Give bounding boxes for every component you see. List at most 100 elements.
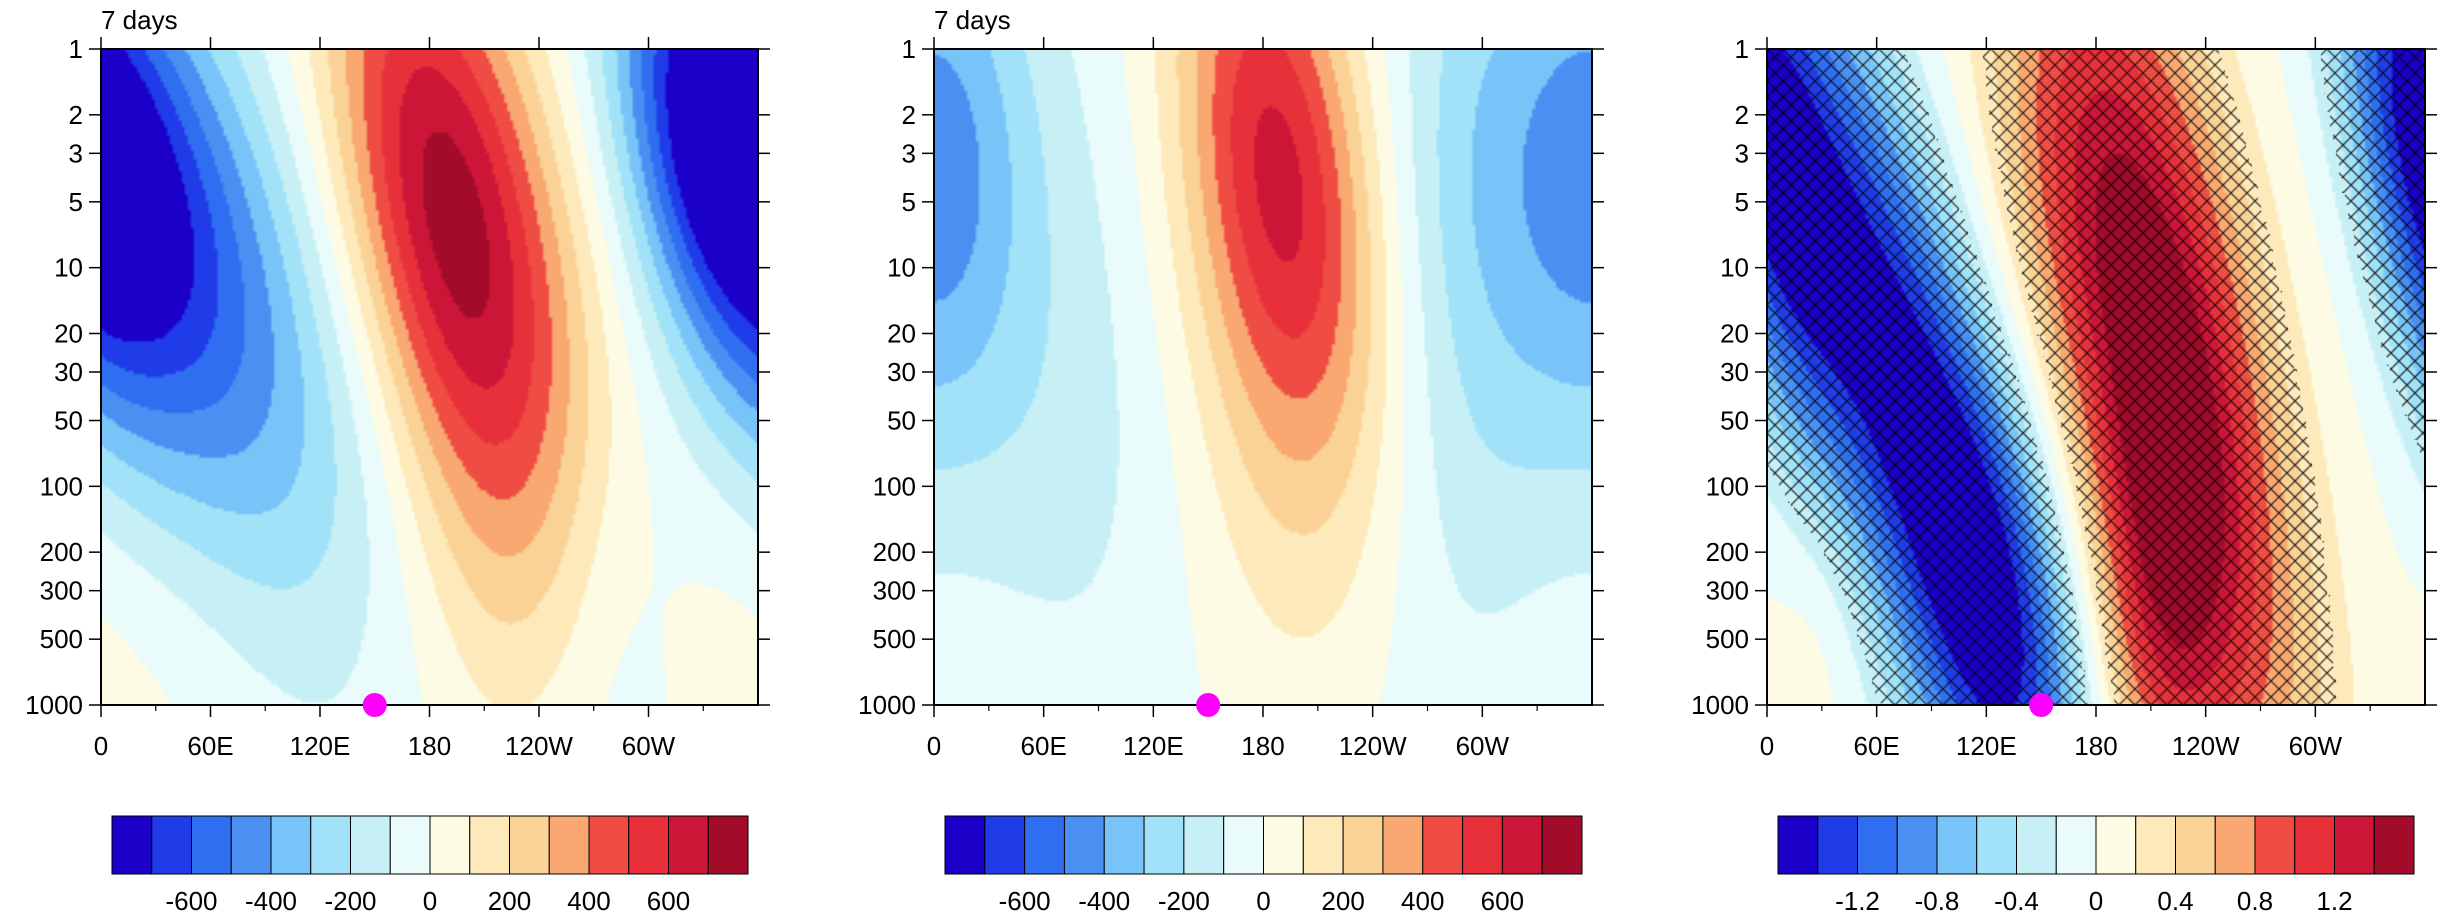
y-tick-label: 2 xyxy=(902,100,916,130)
colorbar-swatch xyxy=(668,815,709,875)
y-tick-label: 300 xyxy=(873,576,916,606)
colorbar-label: 200 xyxy=(488,886,531,916)
panel-title: 7 days xyxy=(934,5,1011,35)
colorbar-swatch xyxy=(2095,815,2137,875)
y-tick-label: 5 xyxy=(1735,187,1749,217)
y-tick-label: 100 xyxy=(1706,471,1749,501)
colorbar: -1.2 -0.8 -0.4 0 0.4 0.8 1.2 xyxy=(1777,815,2415,916)
y-tick-label: 5 xyxy=(69,187,83,217)
y-tick-label: 1 xyxy=(902,34,916,64)
colorbar-swatch xyxy=(2373,815,2415,875)
y-tick-label: 10 xyxy=(1720,253,1749,283)
x-tick-label: 60W xyxy=(622,731,676,761)
location-marker xyxy=(362,693,387,717)
colorbar-swatch xyxy=(1143,815,1185,875)
colorbar-swatch xyxy=(1024,815,1065,875)
colorbar-swatch xyxy=(588,815,630,875)
significance-hatching xyxy=(1767,49,2425,705)
y-tick-label: 3 xyxy=(69,138,83,168)
x-tick-label: 180 xyxy=(408,731,451,761)
colorbar-swatch xyxy=(1976,815,2017,875)
colorbar: -600 -400 -200 0 200 400 600 xyxy=(111,815,749,916)
colorbar-label: -0.4 xyxy=(1994,886,2039,916)
x-tick-label: 180 xyxy=(1241,731,1284,761)
colorbar-swatch xyxy=(1541,815,1583,875)
y-tick-label: 50 xyxy=(1720,406,1749,436)
colorbar-swatch xyxy=(1103,815,1145,875)
x-tick-label: 60W xyxy=(2289,731,2343,761)
colorbar-swatch xyxy=(2214,815,2256,875)
colorbar-swatch xyxy=(270,815,312,875)
shaded-field xyxy=(934,49,1592,705)
y-tick-label: 2 xyxy=(69,100,83,130)
y-tick-label: 20 xyxy=(887,318,916,348)
colorbar-label: 0.4 xyxy=(2157,886,2193,916)
y-tick-label: 10 xyxy=(887,253,916,283)
colorbar-swatch xyxy=(984,815,1026,875)
y-tick-label: 100 xyxy=(873,471,916,501)
location-marker xyxy=(2029,693,2054,717)
colorbar-swatch xyxy=(2334,815,2375,875)
colorbar-swatch xyxy=(1223,815,1264,875)
colorbar-swatch xyxy=(1817,815,1858,875)
y-tick-label: 500 xyxy=(873,624,916,654)
y-tick-label: 1 xyxy=(69,34,83,64)
y-tick-label: 300 xyxy=(40,576,83,606)
x-tick-label: 120E xyxy=(1956,731,2017,761)
y-tick-label: 5 xyxy=(902,187,916,217)
colorbar: -600 -400 -200 0 200 400 600 xyxy=(944,815,1583,916)
colorbar-swatch xyxy=(944,815,986,875)
colorbar-swatch xyxy=(111,815,153,875)
y-tick-label: 200 xyxy=(40,537,83,567)
shaded-field xyxy=(101,49,758,705)
colorbar-swatch xyxy=(1422,815,1464,875)
y-tick-label: 1000 xyxy=(25,690,83,720)
colorbar-swatch xyxy=(469,815,510,875)
y-tick-label: 20 xyxy=(54,318,83,348)
colorbar-swatch xyxy=(2055,815,2097,875)
y-tick-label: 30 xyxy=(1720,357,1749,387)
colorbar-swatch xyxy=(509,815,550,875)
colorbar-label: -600 xyxy=(999,886,1051,916)
x-tick-label: 120W xyxy=(2172,731,2240,761)
colorbar-swatch xyxy=(2294,815,2335,875)
colorbar-swatch xyxy=(2016,815,2057,875)
colorbar-swatch xyxy=(1777,815,1819,875)
y-tick-label: 50 xyxy=(54,406,83,436)
colorbar-label: 1.2 xyxy=(2316,886,2352,916)
colorbar-swatch xyxy=(1063,815,1105,875)
colorbar-label: 400 xyxy=(1401,886,1444,916)
colorbar-label: 0 xyxy=(2089,886,2103,916)
x-tick-label: 120E xyxy=(290,731,351,761)
x-tick-label: 0 xyxy=(927,731,941,761)
colorbar-swatch xyxy=(389,815,431,875)
panel-title: 7 days xyxy=(101,5,178,35)
x-tick-label: 0 xyxy=(1760,731,1774,761)
colorbar-label: 0 xyxy=(423,886,437,916)
colorbar-swatch xyxy=(2254,815,2296,875)
colorbar-swatch xyxy=(1501,815,1543,875)
colorbar-swatch xyxy=(1857,815,1898,875)
colorbar-swatch xyxy=(350,815,391,875)
colorbar-swatch xyxy=(1263,815,1304,875)
colorbar-swatch xyxy=(707,815,749,875)
x-tick-label: 60E xyxy=(1021,731,1067,761)
colorbar-swatch xyxy=(1936,815,1978,875)
y-tick-label: 200 xyxy=(1706,537,1749,567)
colorbar-label: -200 xyxy=(1158,886,1210,916)
x-tick-label: 60E xyxy=(1854,731,1900,761)
colorbar-label: 600 xyxy=(647,886,690,916)
x-tick-label: 120W xyxy=(1339,731,1407,761)
colorbar-label: -200 xyxy=(324,886,376,916)
colorbar-swatch xyxy=(151,815,192,875)
colorbar-swatch xyxy=(2175,815,2216,875)
chart-panel-1: 7 days 1 2 3 5 10 20 30 50 100 200 300 500 1000 0 60E 12… xyxy=(25,5,770,916)
y-tick-label: 1 xyxy=(1735,34,1749,64)
colorbar-label: 400 xyxy=(567,886,610,916)
colorbar-label: -400 xyxy=(245,886,297,916)
y-tick-label: 300 xyxy=(1706,576,1749,606)
colorbar-label: 600 xyxy=(1481,886,1524,916)
colorbar-label: 200 xyxy=(1321,886,1364,916)
y-tick-label: 1000 xyxy=(858,690,916,720)
